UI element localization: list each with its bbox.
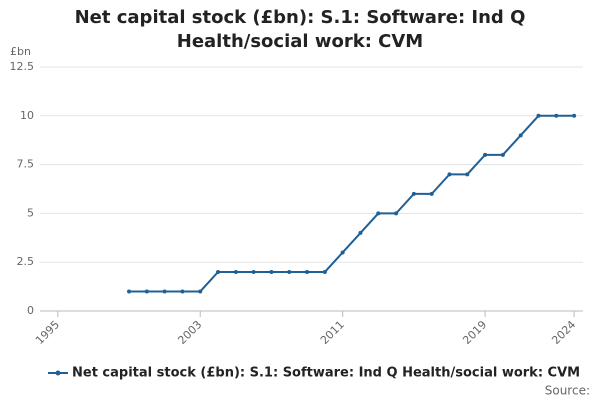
series-line — [129, 114, 575, 293]
source: Source: — [545, 384, 590, 398]
point — [127, 289, 132, 294]
point — [287, 269, 292, 274]
point — [322, 269, 327, 274]
point — [411, 191, 416, 196]
y-tick-label: 2.5 — [17, 255, 35, 268]
point — [233, 269, 238, 274]
point — [216, 269, 221, 274]
y-tick-label: 0 — [27, 304, 34, 317]
point — [251, 269, 256, 274]
point — [305, 269, 310, 274]
point — [465, 172, 470, 177]
legend-swatch-dot — [55, 370, 61, 376]
point — [180, 289, 185, 294]
point — [447, 172, 452, 177]
point — [483, 152, 488, 157]
point — [554, 113, 559, 118]
x-tick-label: 2003 — [175, 318, 204, 347]
point — [394, 211, 399, 216]
chart-title: Net capital stock (£bn): S.1: Software: … — [74, 7, 526, 52]
point — [536, 113, 541, 118]
point — [500, 152, 505, 157]
point — [429, 191, 434, 196]
y-tick-label: 10 — [20, 109, 34, 122]
x-tick-label: 2011 — [318, 318, 347, 347]
x-tick-label: 2024 — [549, 318, 578, 347]
point — [144, 289, 149, 294]
point — [572, 113, 577, 118]
y-tick-label: 5 — [27, 206, 34, 219]
legend-label: Net capital stock (£bn): S.1: Software: … — [72, 366, 580, 381]
y-axis-label: £bn — [10, 45, 31, 58]
y-tick-label: 12.5 — [10, 60, 35, 73]
point — [376, 211, 381, 216]
point — [340, 250, 345, 255]
point — [198, 289, 203, 294]
x-tick-label: 2019 — [460, 318, 489, 347]
point — [162, 289, 167, 294]
x-tick-label: 1995 — [33, 318, 62, 347]
point — [269, 269, 274, 274]
y-tick-label: 7.5 — [17, 158, 35, 171]
point — [518, 133, 523, 138]
point — [358, 230, 363, 235]
